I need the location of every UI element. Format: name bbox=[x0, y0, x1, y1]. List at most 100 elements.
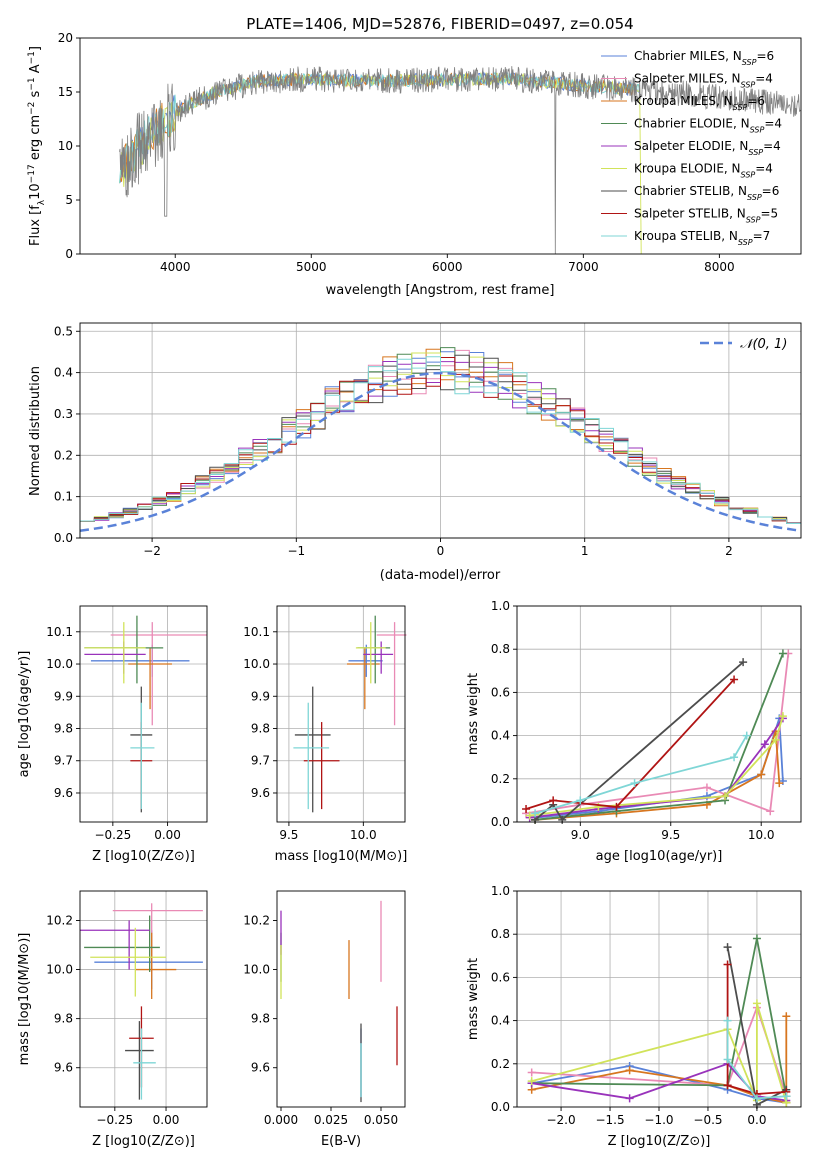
errorbar-chabrier-miles bbox=[90, 644, 190, 677]
data-point-marker bbox=[527, 1077, 536, 1086]
series-kroupa-miles bbox=[531, 727, 784, 824]
x-tick-label: 10.0 bbox=[748, 828, 775, 842]
data-point-marker bbox=[522, 805, 531, 814]
ylabel-part: s bbox=[28, 90, 43, 101]
legend-label: Chabrier MILES, NSSP=6 bbox=[634, 49, 774, 67]
y-tick-label: 0.3 bbox=[54, 407, 73, 421]
legend-label-name: Salpeter ELODIE, N bbox=[634, 139, 748, 153]
x-tick-label: −0.25 bbox=[94, 828, 131, 842]
series-line bbox=[525, 678, 735, 810]
y-tick-label: 0.8 bbox=[491, 642, 510, 656]
data-point-marker bbox=[766, 807, 775, 816]
y-tick-label: 9.7 bbox=[54, 754, 73, 768]
ylabel: mass weight bbox=[466, 673, 481, 755]
y-tick-label: 0.1 bbox=[54, 490, 73, 504]
data-point-marker bbox=[752, 1094, 761, 1103]
age-vs-metallicity-panel: −0.25 0.00 9.6 9.7 9.8 9.9 10.0 10.1 Z [log10(Z/… bbox=[17, 605, 208, 864]
x-tick-label: −2.0 bbox=[546, 1113, 575, 1127]
data-point-marker bbox=[721, 792, 730, 801]
legend-label-sub: SSP bbox=[746, 215, 761, 224]
data-point-marker bbox=[782, 1012, 791, 1021]
legend-label: Kroupa ELODIE, NSSP=4 bbox=[634, 162, 773, 180]
y-tick-label: 0.2 bbox=[491, 772, 510, 786]
figure-title: PLATE=1406, MJD=52876, FIBERID=0497, z=0… bbox=[246, 15, 633, 33]
y-tick-label: 0.8 bbox=[491, 927, 510, 941]
ylabel-part: A bbox=[28, 64, 43, 77]
series-line bbox=[531, 938, 788, 1097]
legend-label-n: =6 bbox=[747, 94, 765, 108]
legend-label-n: =4 bbox=[764, 117, 782, 131]
histogram-kroupa-stelib bbox=[79, 356, 801, 538]
legend-label-name: Kroupa STELIB, N bbox=[634, 229, 738, 243]
legend-label-name: Salpeter MILES, N bbox=[634, 72, 741, 86]
y-tick-label: 0.0 bbox=[491, 815, 510, 829]
series-line bbox=[726, 1020, 787, 1100]
errorbar-chabrier-stelib bbox=[125, 1021, 154, 1100]
data-point-marker bbox=[782, 1092, 791, 1101]
legend-label-sub: SSP bbox=[748, 148, 763, 157]
x-tick-label: 0.000 bbox=[264, 1113, 298, 1127]
legend-label: Salpeter STELIB, NSSP=5 bbox=[634, 207, 778, 225]
legend-label-name: Chabrier ELODIE, N bbox=[634, 117, 750, 131]
errorbar-chabrier-elodie bbox=[357, 615, 391, 684]
legend-label-n: =7 bbox=[753, 229, 771, 243]
y-tick-label: 1.0 bbox=[491, 884, 510, 898]
ylabel: mass weight bbox=[466, 958, 481, 1040]
data-point-marker bbox=[576, 796, 585, 805]
ylabel-part: −1 bbox=[27, 77, 37, 90]
legend-normal-label: 𝒩(0, 1) bbox=[740, 337, 787, 352]
y-tick-label: 0.0 bbox=[491, 1100, 510, 1114]
legend-label: Kroupa STELIB, NSSP=7 bbox=[634, 229, 770, 247]
spectrum-xlabel: wavelength [Angstrom, rest frame] bbox=[326, 283, 555, 298]
legend-label-n: =6 bbox=[762, 184, 780, 198]
x-tick-label: 6000 bbox=[432, 260, 463, 274]
errorbar-salpeter-miles bbox=[110, 622, 207, 726]
series-kroupa-stelib bbox=[723, 1016, 791, 1103]
errorbar-kroupa-miles bbox=[128, 647, 172, 710]
xlabel: E(B-V) bbox=[321, 1134, 361, 1149]
y-tick-label: 0.4 bbox=[491, 1014, 510, 1028]
y-tick-label: 0.5 bbox=[54, 324, 73, 338]
age-vs-mass-panel: 9.5 10.0 9.6 9.7 9.8 9.9 10.0 10.1 mass [log10(M… bbox=[243, 605, 407, 864]
errorbar-salpeter-elodie bbox=[80, 920, 150, 970]
model-line-kroupa-stelib bbox=[119, 71, 641, 184]
legend-label-sub: SSP bbox=[733, 103, 748, 112]
data-point-marker bbox=[549, 796, 558, 805]
x-tick-label: 1 bbox=[581, 544, 589, 558]
residual-legend: 𝒩(0, 1) bbox=[700, 337, 787, 352]
x-tick-label: 0.00 bbox=[154, 828, 181, 842]
x-tick-label: 9.0 bbox=[571, 828, 590, 842]
xlabel: age [log10(age/yr)] bbox=[596, 849, 723, 864]
y-tick-label: 0.2 bbox=[491, 1057, 510, 1071]
legend-label: Salpeter ELODIE, NSSP=4 bbox=[634, 139, 781, 157]
data-point-marker bbox=[723, 1081, 732, 1090]
x-tick-label: 8000 bbox=[704, 260, 735, 274]
errorbar-kroupa-miles bbox=[135, 932, 177, 999]
model-line-kroupa-miles bbox=[119, 71, 641, 184]
legend-label-n: =4 bbox=[755, 162, 773, 176]
legend-label-name: Chabrier MILES, N bbox=[634, 49, 742, 63]
y-tick-label: 10.2 bbox=[243, 913, 270, 927]
ylabel-part: −17 bbox=[27, 164, 37, 183]
massweight-vs-age-panel: 9.0 9.5 10.0 0.0 0.2 0.4 0.6 0.8 1.0 age [log10(a… bbox=[466, 599, 802, 864]
y-tick-label: 9.8 bbox=[54, 1012, 73, 1026]
residual-ylabel: Normed distribution bbox=[28, 366, 43, 496]
legend-label: Salpeter MILES, NSSP=4 bbox=[634, 72, 773, 90]
x-tick-label: 0 bbox=[437, 544, 445, 558]
residual-axes: −2 −1 0 1 2 0.0 0.1 0.2 0.3 0.4 0.5 bbox=[54, 322, 802, 558]
errorbar-chabrier-miles bbox=[348, 644, 383, 677]
data-point-marker bbox=[625, 1066, 634, 1075]
y-tick-label: 10.0 bbox=[243, 657, 270, 671]
data-point-marker bbox=[752, 934, 761, 943]
mass-vs-metallicity-panel: −0.25 0.00 9.6 9.8 10.0 10.2 Z [log10(Z/Z⊙)] ma… bbox=[17, 890, 208, 1149]
y-tick-label: 9.9 bbox=[251, 689, 270, 703]
x-tick-label: 0.025 bbox=[314, 1113, 348, 1127]
data-point-marker bbox=[531, 809, 540, 818]
data-point-marker bbox=[625, 1094, 634, 1103]
y-tick-label: 9.6 bbox=[54, 786, 73, 800]
legend-label-n: =4 bbox=[763, 139, 781, 153]
axes-frame bbox=[79, 890, 208, 1108]
data-point-marker bbox=[723, 1016, 732, 1025]
xlabel: Z [log10(Z/Z⊙)] bbox=[92, 849, 195, 864]
